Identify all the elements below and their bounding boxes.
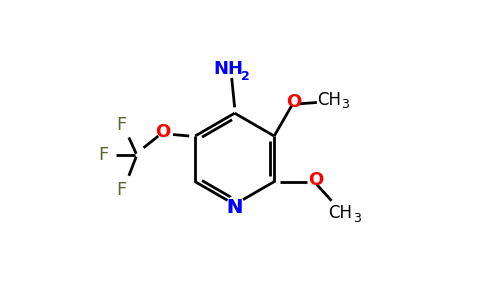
Text: N: N [227,198,243,217]
Text: 2: 2 [241,70,249,83]
Text: NH: NH [214,60,244,78]
Text: F: F [116,182,127,200]
Text: CH: CH [317,91,341,109]
Text: F: F [116,116,127,134]
Text: CH: CH [329,204,352,222]
Text: O: O [155,123,170,141]
Text: O: O [308,171,323,189]
Text: F: F [98,146,108,164]
Text: 3: 3 [342,98,349,111]
Text: O: O [286,93,301,111]
Text: N: N [227,198,243,217]
Text: 3: 3 [353,212,362,225]
